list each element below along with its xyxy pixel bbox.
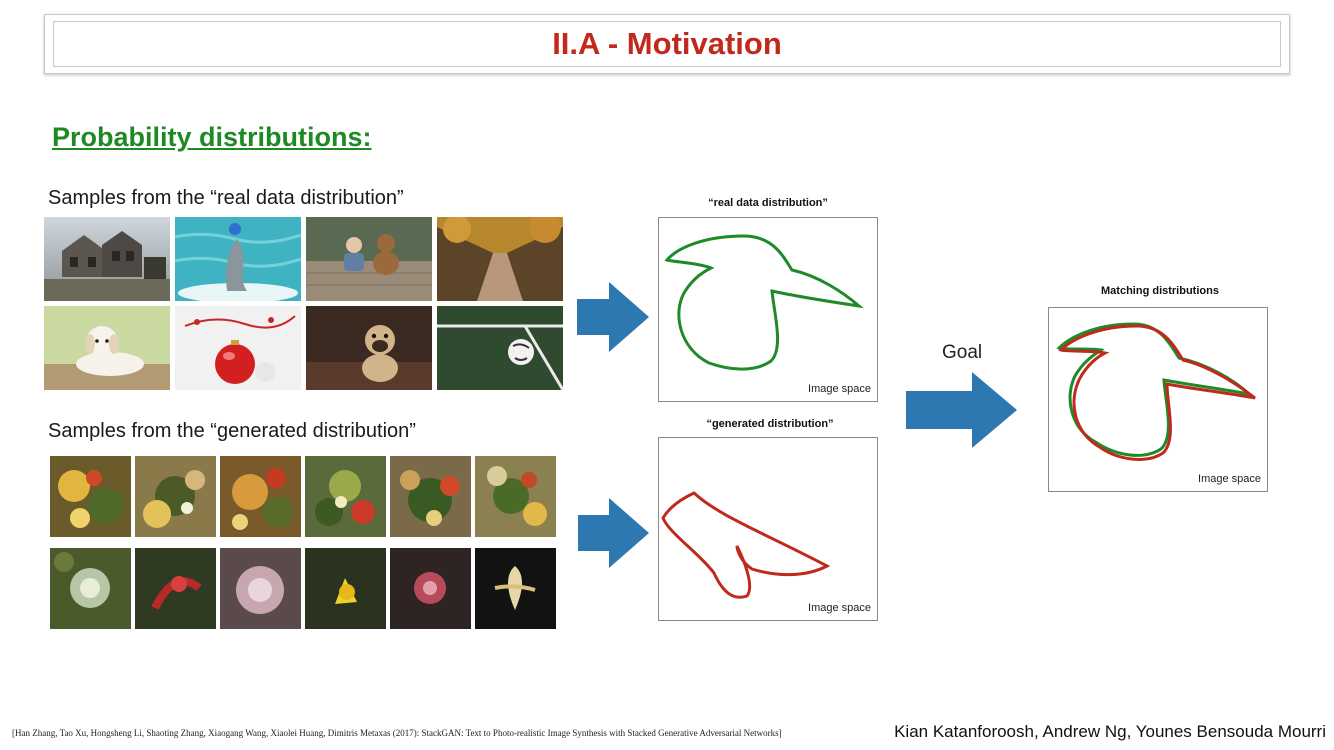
child-with-teddy-bear-photo — [306, 217, 432, 301]
goal-label: Goal — [942, 342, 983, 363]
image-space-label: Image space — [1198, 473, 1261, 485]
christmas-ornament-photo — [175, 306, 301, 390]
arrow-right-icon — [577, 282, 649, 352]
image-space-label: Image space — [808, 383, 871, 395]
generated-sample-1 — [50, 456, 131, 537]
generated-distribution-label: “generated distribution” — [706, 418, 834, 430]
real-samples-caption: Samples from the “real data distribution… — [48, 187, 404, 209]
generated-flower-4 — [305, 548, 386, 629]
generated-sample-4 — [305, 456, 386, 537]
arrow-right-icon — [578, 498, 649, 568]
slide-title: II.A - Motivation — [552, 26, 782, 61]
matching-distribution-box: Image space — [1048, 307, 1268, 492]
real-distribution-curve — [664, 234, 864, 371]
dolphin-photo — [175, 217, 301, 301]
matching-distribution-curves — [1056, 322, 1256, 461]
wooden-bridge-photo — [437, 217, 563, 301]
generated-samples-caption: Samples from the “generated distribution… — [48, 420, 416, 442]
matching-distribution-label: Matching distributions — [1101, 285, 1219, 297]
generated-flower-3 — [220, 548, 301, 629]
generated-flower-1 — [50, 548, 131, 629]
puppy-photo — [44, 306, 170, 390]
generated-sample-6 — [475, 456, 556, 537]
soccer-ball-photo — [437, 306, 563, 390]
image-space-label: Image space — [808, 602, 871, 614]
generated-flower-2 — [135, 548, 216, 629]
pug-photo — [306, 306, 432, 390]
generated-sample-5 — [390, 456, 471, 537]
authors-footer: Kian Katanforoosh, Andrew Ng, Younes Ben… — [894, 722, 1326, 741]
generated-sample-3 — [220, 456, 301, 537]
real-distribution-box: Image space — [658, 217, 878, 402]
generated-flower-5 — [390, 548, 471, 629]
generated-distribution-curve — [661, 491, 831, 599]
goal-arrow-icon — [906, 372, 1017, 448]
generated-sample-2 — [135, 456, 216, 537]
title-frame: II.A - Motivation — [53, 21, 1281, 67]
section-subtitle: Probability distributions: — [52, 122, 372, 152]
citation: [Han Zhang, Tao Xu, Hongsheng Li, Shaoti… — [12, 728, 782, 738]
real-distribution-label: “real data distribution” — [708, 197, 828, 209]
generated-distribution-box: Image space — [658, 437, 878, 621]
title-bar: II.A - Motivation — [44, 14, 1290, 74]
generated-flower-6 — [475, 548, 556, 629]
haunted-house-photo — [44, 217, 170, 301]
